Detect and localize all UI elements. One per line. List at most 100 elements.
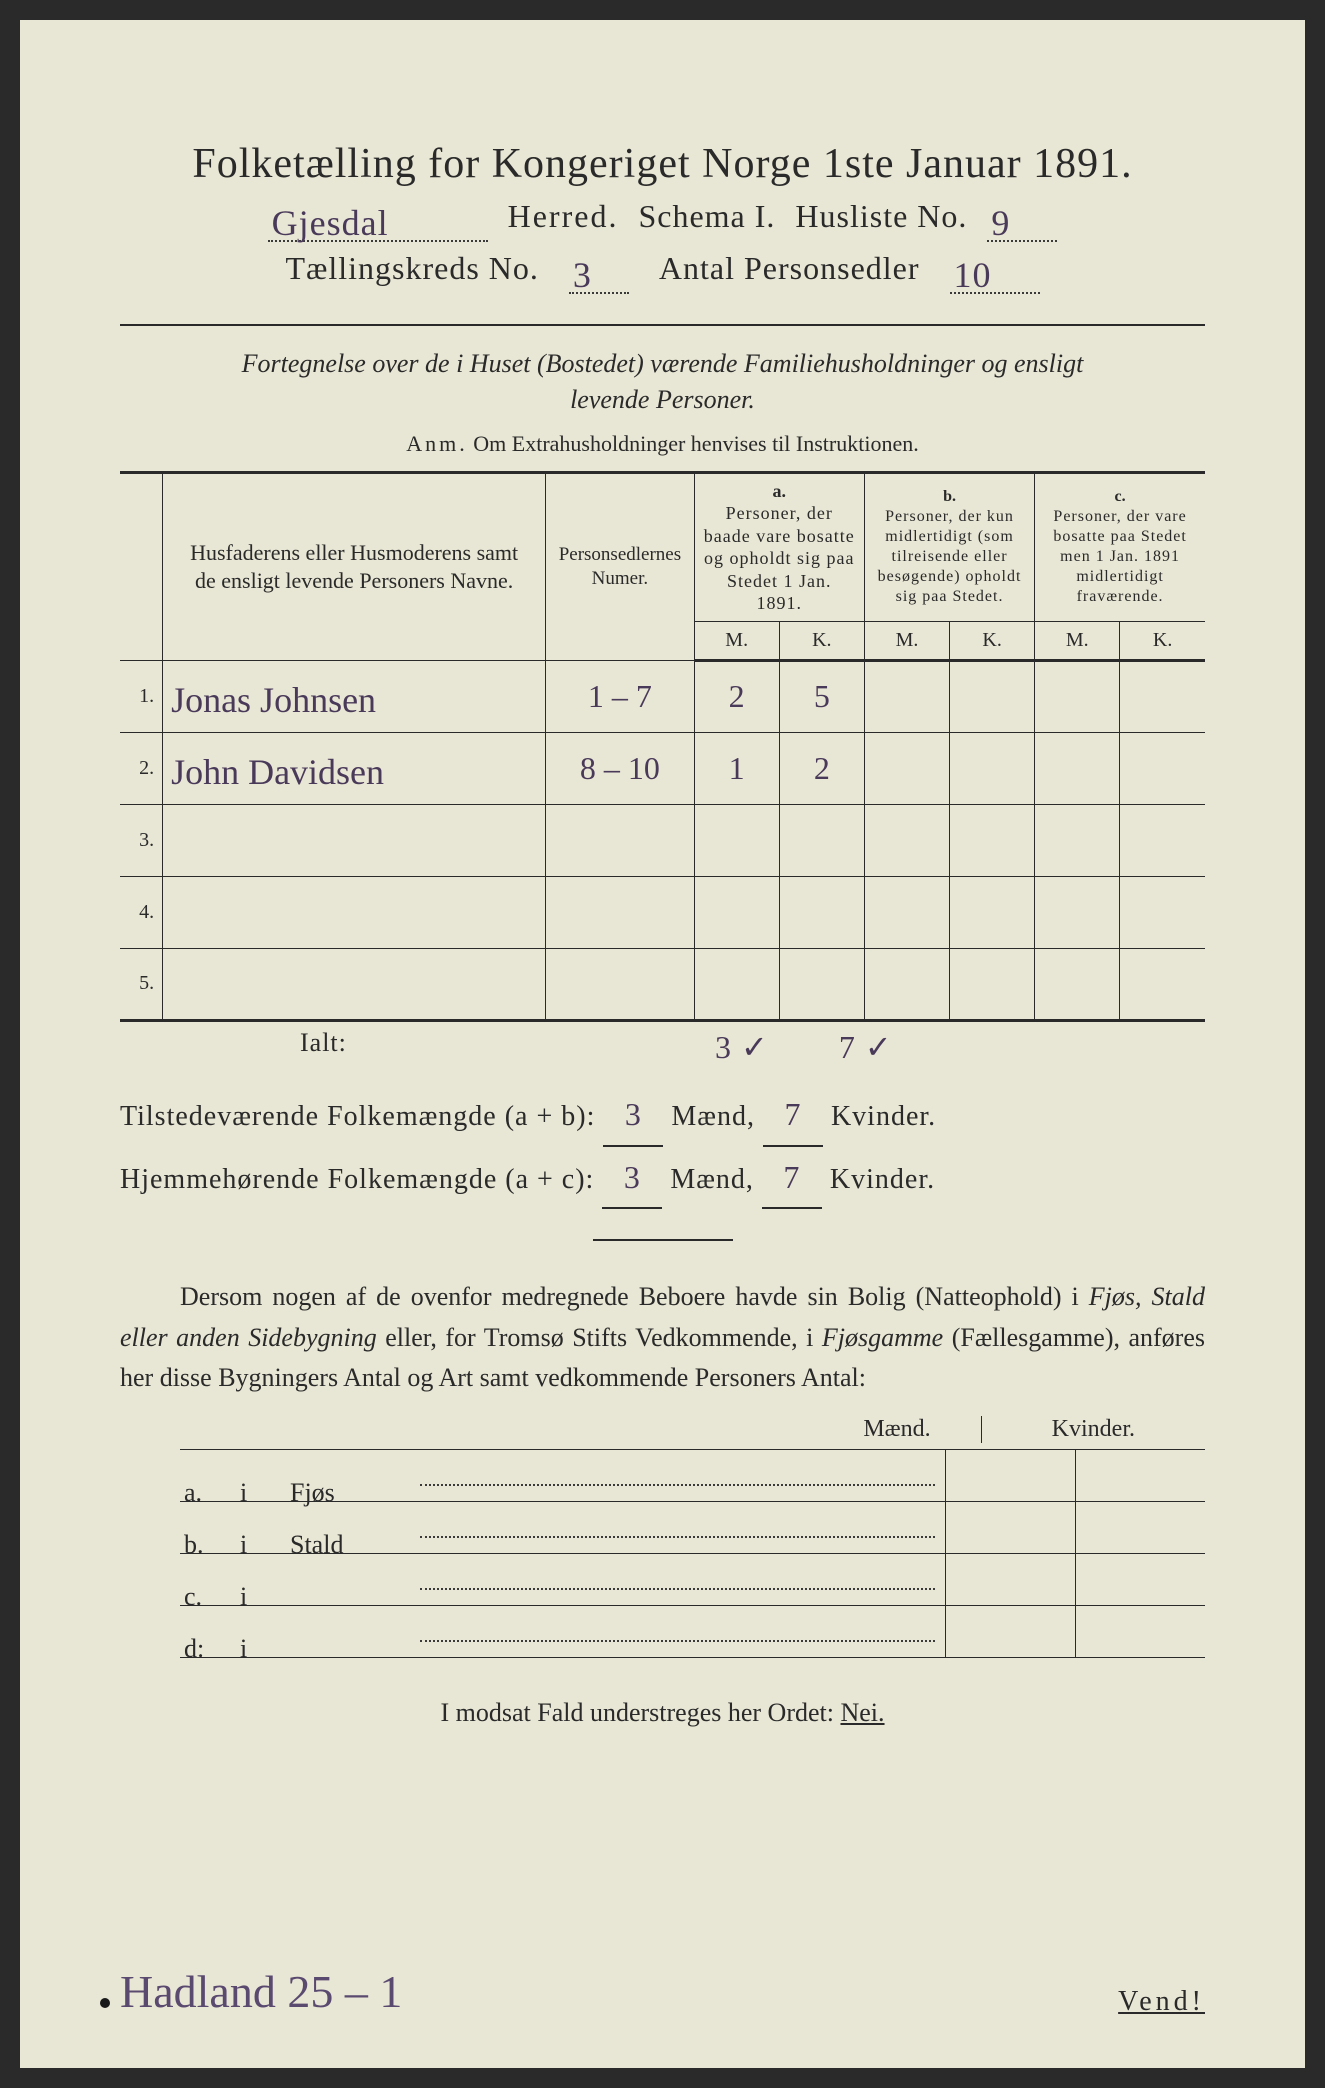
- row-name: [163, 948, 546, 1020]
- row-name: John Davidsen: [163, 732, 546, 804]
- sum2-m: 3: [602, 1147, 662, 1210]
- bldg-dots: [420, 1588, 935, 1590]
- col-numer: Personsedlernes Numer.: [546, 472, 694, 660]
- row-aK: [779, 948, 864, 1020]
- ink-dot: [100, 1998, 110, 2008]
- bldg-lab: c.: [180, 1582, 240, 1612]
- table-row: 5.: [120, 948, 1205, 1020]
- bldg-k-cell: [1075, 1502, 1205, 1553]
- row-aK: 2: [779, 732, 864, 804]
- bldg-i: i: [240, 1634, 290, 1664]
- col-c-m: M.: [1035, 621, 1120, 660]
- row-num: 2.: [120, 732, 163, 804]
- bldg-m-cell: [945, 1450, 1075, 1501]
- herred-field: Gjesdal: [268, 198, 488, 242]
- summary-line-1: Tilstedeværende Folkemængde (a + b): 3 M…: [120, 1084, 1205, 1147]
- bldg-name: Stald: [290, 1530, 420, 1560]
- kreds-label: Tællingskreds No.: [285, 250, 538, 294]
- bldg-row: a.iFjøs: [180, 1450, 1205, 1502]
- bldg-dots: [420, 1484, 935, 1486]
- bldg-row: b.iStald: [180, 1502, 1205, 1554]
- bottom-row: Hadland 25 – 1 Vend!: [120, 1965, 1205, 2018]
- row-name: Jonas Johnsen: [163, 660, 546, 732]
- col-a: a.Personer, der baade vare bosatte og op…: [694, 472, 864, 621]
- description: Fortegnelse over de i Huset (Bostedet) v…: [120, 346, 1205, 419]
- schema-label: Schema I.: [638, 198, 775, 242]
- row-cK: [1120, 732, 1205, 804]
- col-a-m: M.: [694, 621, 779, 660]
- summary-line-2: Hjemmehørende Folkemængde (a + c): 3 Mæn…: [120, 1147, 1205, 1210]
- ialt-row: Ialt: 3 ✓ 7 ✓: [120, 1028, 1205, 1066]
- husliste-value: 9: [991, 203, 1010, 243]
- col-a-k: K.: [779, 621, 864, 660]
- row-cM: [1035, 660, 1120, 732]
- kreds-value: 3: [573, 255, 592, 295]
- ialt-am: 3 ✓: [715, 1028, 769, 1066]
- row-numer: [546, 948, 694, 1020]
- footer-line: I modsat Fald understreges her Ordet: Ne…: [120, 1698, 1205, 1728]
- row-numer: 1 – 7: [546, 660, 694, 732]
- row-name: [163, 876, 546, 948]
- row-aM: 1: [694, 732, 779, 804]
- row-bM: [864, 732, 949, 804]
- ialt-ak: 7 ✓: [839, 1028, 893, 1066]
- col-blank: [120, 472, 163, 660]
- ialt-label: Ialt:: [120, 1028, 380, 1066]
- col-b-m: M.: [864, 621, 949, 660]
- bldg-list: a.iFjøsb.iStaldc.id:i: [180, 1450, 1205, 1658]
- bldg-k-cell: [1075, 1450, 1205, 1501]
- col-b: b.Personer, der kun midlertidigt (som ti…: [864, 472, 1034, 621]
- row-num: 3.: [120, 804, 163, 876]
- bldg-i: i: [240, 1582, 290, 1612]
- row-bK: [950, 804, 1035, 876]
- row-aM: [694, 876, 779, 948]
- summary-block: Tilstedeværende Folkemængde (a + b): 3 M…: [120, 1084, 1205, 1210]
- bldg-m-cell: [945, 1554, 1075, 1605]
- col-c: c.Personer, der vare bosatte paa Stedet …: [1035, 472, 1205, 621]
- row-num: 1.: [120, 660, 163, 732]
- bldg-k-cell: [1075, 1554, 1205, 1605]
- table-row: 4.: [120, 876, 1205, 948]
- sum2-k: 7: [762, 1147, 822, 1210]
- bldg-k-label: Kvinder.: [1042, 1416, 1145, 1443]
- antal-field: 10: [950, 250, 1040, 294]
- row-cK: [1120, 876, 1205, 948]
- row-num: 5.: [120, 948, 163, 1020]
- row-bM: [864, 804, 949, 876]
- row-aK: [779, 804, 864, 876]
- herred-value: Gjesdal: [272, 203, 389, 243]
- row-name: [163, 804, 546, 876]
- main-table: Husfaderens eller Husmoderens samt de en…: [120, 471, 1205, 1022]
- row-aK: [779, 876, 864, 948]
- row-aK: 5: [779, 660, 864, 732]
- row-bM: [864, 660, 949, 732]
- bottom-handwriting: Hadland 25 – 1: [120, 1965, 402, 2018]
- herred-label: Herred.: [508, 198, 619, 242]
- row-bM: [864, 876, 949, 948]
- page-title: Folketælling for Kongeriget Norge 1ste J…: [120, 140, 1205, 188]
- antal-value: 10: [954, 255, 992, 295]
- sum1-k: 7: [763, 1084, 823, 1147]
- row-aM: 2: [694, 660, 779, 732]
- antal-label: Antal Personsedler: [659, 250, 920, 294]
- bldg-lab: d:: [180, 1634, 240, 1664]
- row-num: 4.: [120, 876, 163, 948]
- bldg-lab: a.: [180, 1478, 240, 1508]
- vend-label: Vend!: [1118, 1986, 1205, 2018]
- col-names: Husfaderens eller Husmoderens samt de en…: [163, 472, 546, 660]
- bldg-i: i: [240, 1530, 290, 1560]
- footer-nei: Nei.: [840, 1698, 884, 1727]
- husliste-field: 9: [987, 198, 1057, 242]
- subtitle-row-2: Tællingskreds No. 3 Antal Personsedler 1…: [120, 250, 1205, 294]
- sum1-m: 3: [603, 1084, 663, 1147]
- building-paragraph: Dersom nogen af de ovenfor medregnede Be…: [120, 1277, 1205, 1398]
- bldg-dots: [420, 1536, 935, 1538]
- row-aM: [694, 948, 779, 1020]
- row-aM: [694, 804, 779, 876]
- row-bK: [950, 876, 1035, 948]
- row-cM: [1035, 876, 1120, 948]
- row-numer: [546, 876, 694, 948]
- col-c-k: K.: [1120, 621, 1205, 660]
- row-bK: [950, 948, 1035, 1020]
- small-rule: [593, 1239, 733, 1241]
